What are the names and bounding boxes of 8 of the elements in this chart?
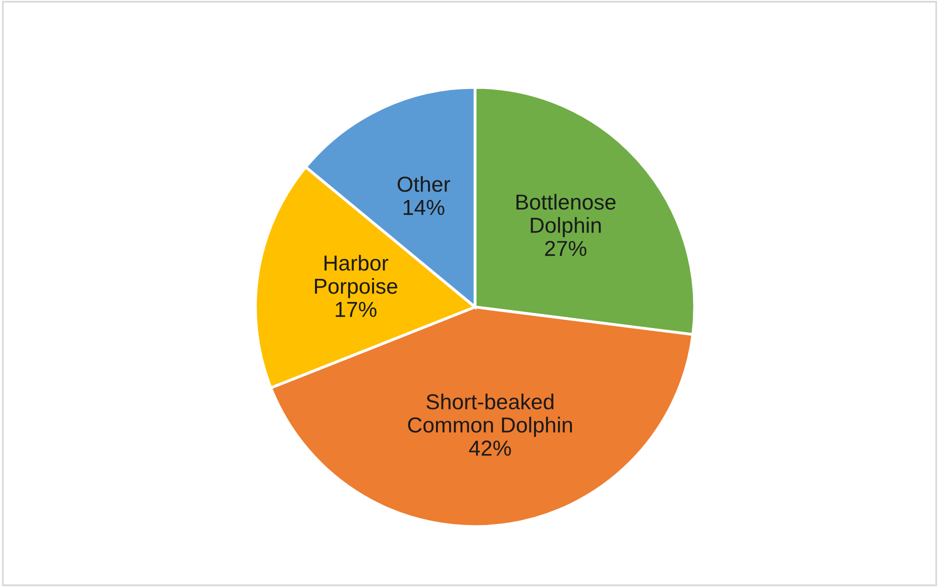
slice-label: Harbor Porpoise xyxy=(314,254,398,298)
slice-label: Short-beaked Common Dolphin xyxy=(408,394,572,437)
data-label: 17% xyxy=(336,302,376,317)
data-label: 42% xyxy=(469,440,511,456)
slice-label: Bottlenose Dolphin xyxy=(516,194,616,238)
data-label: 14% xyxy=(404,200,444,215)
slice-label: Other xyxy=(398,176,450,192)
data-label: 27% xyxy=(545,240,586,256)
